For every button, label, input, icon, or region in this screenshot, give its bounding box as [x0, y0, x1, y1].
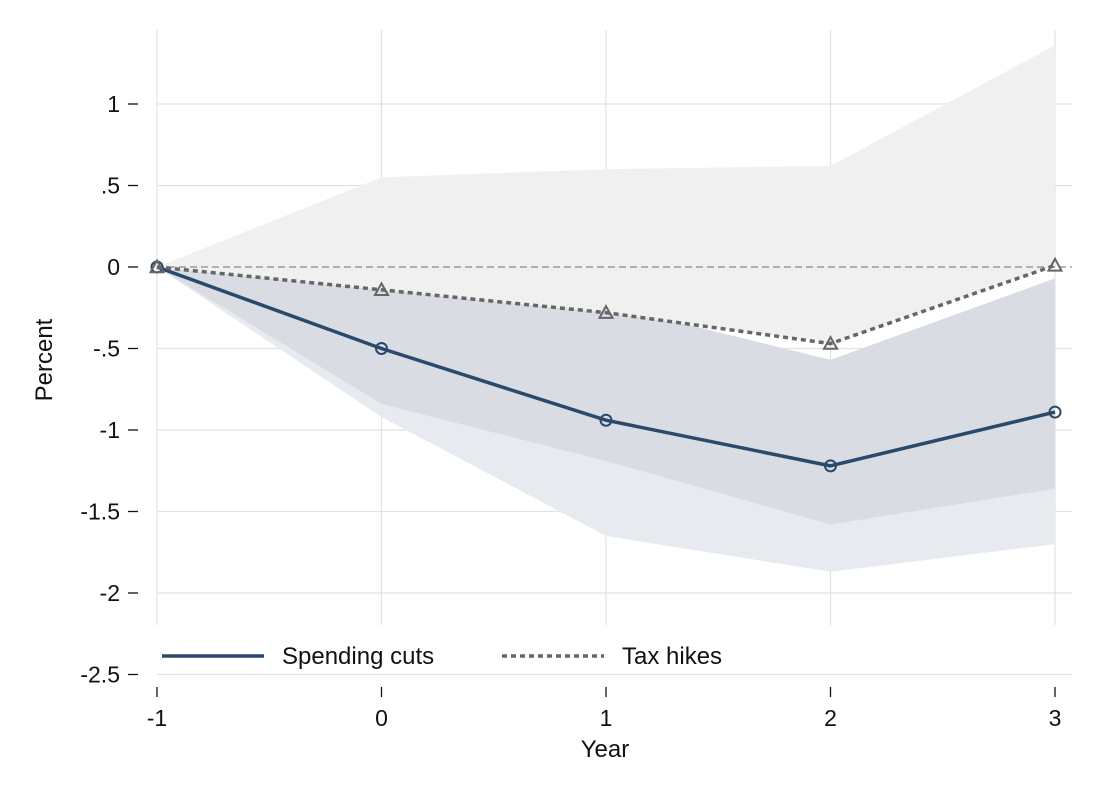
- data-point-tax-hikes: [148, 258, 166, 274]
- y-tick-label: .5: [101, 173, 120, 199]
- x-tick-label: 2: [824, 705, 837, 731]
- y-tick-label: -2: [100, 580, 120, 606]
- y-tick-label: -1.5: [80, 499, 120, 525]
- x-tick-label: -1: [147, 705, 167, 731]
- x-tick-label: 1: [600, 705, 613, 731]
- y-axis-title: Percent: [31, 318, 58, 401]
- y-axis: 1 .5 0 -.5 -1 -1.5 -2 -2.5: [80, 91, 138, 688]
- data-point-tax-hikes: [373, 281, 390, 297]
- series-lines: [148, 256, 1064, 473]
- data-point-tax-hikes: [822, 335, 839, 350]
- data-point-spending-cuts: [1048, 405, 1062, 419]
- confidence-band: [157, 45, 1055, 344]
- legend-label-tax-hikes: Tax hikes: [622, 643, 722, 670]
- y-tick-label: -1: [100, 417, 120, 443]
- data-point-spending-cuts: [824, 459, 837, 473]
- x-tick-label: 0: [375, 705, 388, 731]
- legend: Spending cuts Tax hikes: [162, 643, 722, 670]
- series-line-tax-hikes: [156, 263, 1056, 346]
- data-point-spending-cuts: [599, 413, 613, 427]
- x-axis-title: Year: [581, 736, 630, 763]
- series-line-spending-cuts: [156, 265, 1056, 468]
- data-point-tax-hikes: [1046, 256, 1064, 272]
- y-tick-label: 0: [107, 254, 120, 280]
- x-tick-label: 3: [1049, 705, 1062, 731]
- legend-label-spending-cuts: Spending cuts: [282, 643, 434, 670]
- y-tick-label: -.5: [93, 336, 120, 362]
- data-point-spending-cuts: [375, 342, 388, 355]
- y-tick-label: -2.5: [80, 662, 120, 688]
- data-point-tax-hikes: [597, 304, 615, 319]
- y-tick-label: 1: [107, 91, 120, 117]
- x-axis: -1 0 1 2 3: [147, 687, 1062, 731]
